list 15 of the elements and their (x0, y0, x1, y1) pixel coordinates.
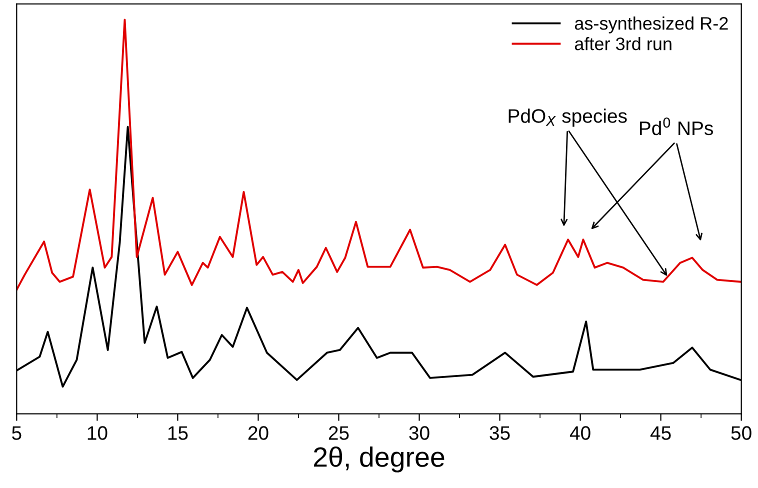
annotation: Pd$^{0}$ NPs (640, 117, 713, 136)
x-tick-label: 10 (88, 426, 108, 440)
legend-label: after 3rd run (574, 36, 672, 50)
x-tick-label: 30 (409, 426, 430, 440)
x-tick-label: 15 (168, 426, 188, 440)
x-axis-title: 2θ, degree (314, 446, 444, 472)
legend-label: as-synthesized R-2 (574, 16, 728, 34)
annotation: PdO$_{X}$ species (508, 108, 627, 127)
x-tick-label: 45 (650, 426, 671, 440)
x-tick-label: 5 (12, 426, 22, 440)
x-tick-label: 50 (731, 426, 752, 440)
x-tick-label: 40 (570, 426, 590, 440)
x-tick-label: 25 (328, 426, 349, 440)
x-tick-label: 20 (248, 426, 268, 440)
x-tick-label: 35 (490, 426, 510, 440)
